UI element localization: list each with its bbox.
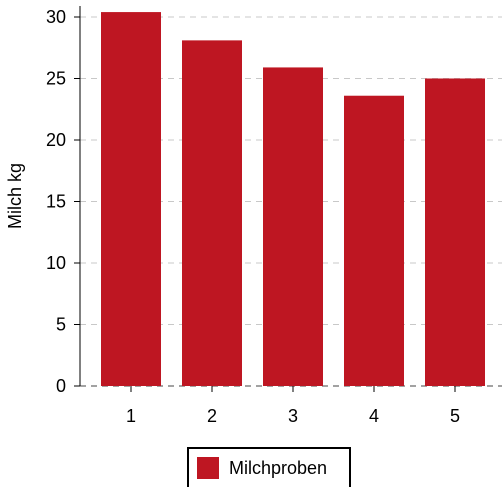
bar-4 <box>344 95 404 386</box>
legend-swatch <box>197 457 219 479</box>
y-tick-label-15: 15 <box>46 192 66 212</box>
x-tick-label-1: 1 <box>126 406 136 426</box>
legend: Milchproben <box>187 447 351 487</box>
legend-label-milchproben: Milchproben <box>229 457 328 478</box>
y-tick-label-5: 5 <box>56 315 66 335</box>
bar-3 <box>263 67 323 387</box>
x-tick-labels: 1 2 3 4 5 <box>126 386 460 426</box>
x-tick-label-5: 5 <box>450 406 460 426</box>
y-tick-labels: 0 5 10 15 20 25 30 <box>46 7 80 396</box>
x-tick-label-2: 2 <box>207 406 217 426</box>
bar-2 <box>182 40 242 387</box>
y-axis-title: Milch kg <box>5 163 25 229</box>
x-tick-label-3: 3 <box>288 406 298 426</box>
y-tick-label-10: 10 <box>46 253 66 273</box>
bars <box>101 12 485 387</box>
y-tick-label-20: 20 <box>46 130 66 150</box>
y-tick-label-30: 30 <box>46 7 66 27</box>
y-tick-label-0: 0 <box>56 376 66 396</box>
x-tick-label-4: 4 <box>369 406 379 426</box>
bar-5 <box>425 78 485 386</box>
y-tick-label-25: 25 <box>46 69 66 89</box>
bar-1 <box>101 12 161 387</box>
